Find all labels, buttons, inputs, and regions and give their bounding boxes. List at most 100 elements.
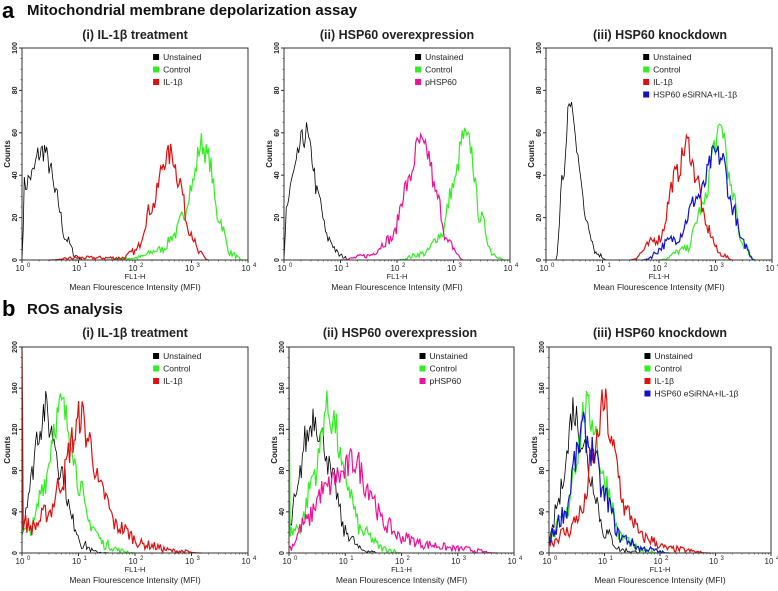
- x-axis-sublabel: Mean Flourescence Intensity (MFI): [331, 282, 462, 292]
- x-tick-label: 10: [391, 264, 400, 273]
- x-tick-label: 10: [395, 557, 404, 566]
- legend-label: IL-1β: [653, 77, 673, 87]
- x-axis-label: FL1-H: [125, 272, 146, 281]
- y-tick-label: 200: [279, 341, 286, 353]
- legend-label: Unstained: [654, 351, 693, 361]
- legend-swatch: [419, 378, 426, 384]
- x-tick-exponent: 3: [197, 263, 201, 269]
- y-tick-label: 80: [536, 86, 543, 94]
- legend-label: Unstained: [163, 52, 202, 62]
- y-axis-label: Counts: [3, 436, 12, 464]
- y-tick-label: 40: [279, 508, 286, 516]
- y-tick-label: 80: [279, 467, 286, 475]
- series-line-il-1-: [548, 388, 711, 554]
- legend-swatch: [153, 79, 160, 85]
- legend-swatch: [643, 79, 650, 85]
- x-tick-exponent: 1: [610, 556, 614, 562]
- x-tick-exponent: 3: [459, 263, 463, 269]
- y-tick-label: 0: [12, 551, 19, 555]
- y-tick-label: 120: [12, 423, 19, 435]
- x-tick-label: 10: [653, 264, 662, 273]
- legend-label: HSP60 eSiRNA+IL-1β: [654, 389, 738, 399]
- x-tick-label: 10: [339, 557, 348, 566]
- x-tick-exponent: 4: [253, 556, 257, 562]
- legend-label: HSP60 eSiRNA+IL-1β: [653, 90, 737, 100]
- x-tick-label: 10: [129, 557, 138, 566]
- y-tick-label: 120: [539, 423, 546, 435]
- x-tick-exponent: 3: [721, 263, 725, 269]
- x-tick-exponent: 0: [294, 556, 298, 562]
- x-tick-exponent: 4: [253, 263, 257, 269]
- y-tick-label: 40: [536, 171, 543, 179]
- series-line-unstained: [548, 397, 644, 554]
- x-tick-exponent: 1: [84, 556, 88, 562]
- x-tick-label: 10: [709, 557, 718, 566]
- y-tick-label: 0: [274, 258, 281, 262]
- y-tick-label: 0: [279, 551, 286, 555]
- section-b-title: ROS analysis: [27, 301, 123, 318]
- legend-swatch: [153, 365, 160, 372]
- legend: Unstained Control IL-1β: [153, 52, 202, 87]
- x-tick-label: 10: [598, 557, 607, 566]
- x-tick-exponent: 0: [554, 556, 558, 562]
- series-line-unstained: [21, 391, 113, 554]
- x-tick-label: 10: [766, 264, 775, 273]
- x-tick-exponent: 4: [519, 556, 523, 562]
- series-line-unstained: [21, 145, 84, 261]
- x-axis-sublabel: Mean Flourescence Intensity (MFI): [593, 282, 724, 292]
- y-axis-label: Counts: [270, 436, 279, 464]
- x-tick-label: 10: [283, 557, 292, 566]
- legend-label: IL-1β: [163, 77, 183, 87]
- y-tick-label: 100: [12, 42, 19, 54]
- x-tick-label: 10: [543, 557, 552, 566]
- x-tick-label: 10: [185, 557, 194, 566]
- x-axis-label: FL1-H: [387, 272, 408, 281]
- legend-swatch: [153, 378, 160, 384]
- legend-swatch: [415, 66, 422, 73]
- y-tick-label: 20: [12, 214, 19, 222]
- y-tick-label: 160: [12, 382, 19, 394]
- x-tick-label: 10: [504, 264, 513, 273]
- x-tick-label: 10: [242, 264, 251, 273]
- x-tick-exponent: 2: [140, 556, 144, 562]
- x-tick-exponent: 2: [140, 263, 144, 269]
- series-line-il-1-: [629, 133, 733, 261]
- y-tick-label: 200: [539, 341, 546, 353]
- x-tick-label: 10: [596, 264, 605, 273]
- x-tick-label: 10: [508, 557, 517, 566]
- legend-swatch: [153, 353, 160, 359]
- x-tick-exponent: 2: [402, 263, 406, 269]
- y-tick-label: 100: [274, 42, 281, 54]
- legend: Unstained Control pHSP60: [419, 351, 468, 386]
- x-tick-exponent: 0: [289, 263, 293, 269]
- x-tick-exponent: 2: [664, 263, 668, 269]
- legend-swatch: [415, 54, 422, 60]
- x-tick-label: 10: [451, 557, 460, 566]
- x-tick-label: 10: [129, 264, 138, 273]
- y-tick-label: 100: [536, 42, 543, 54]
- y-axis-label: Counts: [3, 140, 12, 168]
- y-tick-label: 160: [279, 382, 286, 394]
- y-tick-label: 40: [12, 508, 19, 516]
- y-tick-label: 40: [539, 508, 546, 516]
- y-axis-label: Counts: [527, 140, 536, 168]
- x-tick-exponent: 4: [776, 556, 778, 562]
- y-tick-label: 0: [539, 551, 546, 555]
- panel-a1-title: (i) IL-1β treatment: [82, 28, 188, 42]
- x-tick-label: 10: [242, 557, 251, 566]
- x-tick-exponent: 2: [407, 556, 411, 562]
- y-tick-label: 40: [274, 171, 281, 179]
- x-tick-label: 10: [334, 264, 343, 273]
- legend-label: Unstained: [653, 52, 692, 62]
- legend-swatch: [643, 54, 650, 60]
- legend: Unstained Control pHSP60: [415, 52, 464, 87]
- y-tick-label: 0: [536, 258, 543, 262]
- x-tick-exponent: 0: [27, 556, 31, 562]
- series-line-hsp60-esirna-il-1-: [641, 144, 756, 261]
- y-axis-label: Counts: [265, 140, 274, 168]
- y-tick-label: 40: [12, 171, 19, 179]
- x-tick-exponent: 4: [515, 263, 519, 269]
